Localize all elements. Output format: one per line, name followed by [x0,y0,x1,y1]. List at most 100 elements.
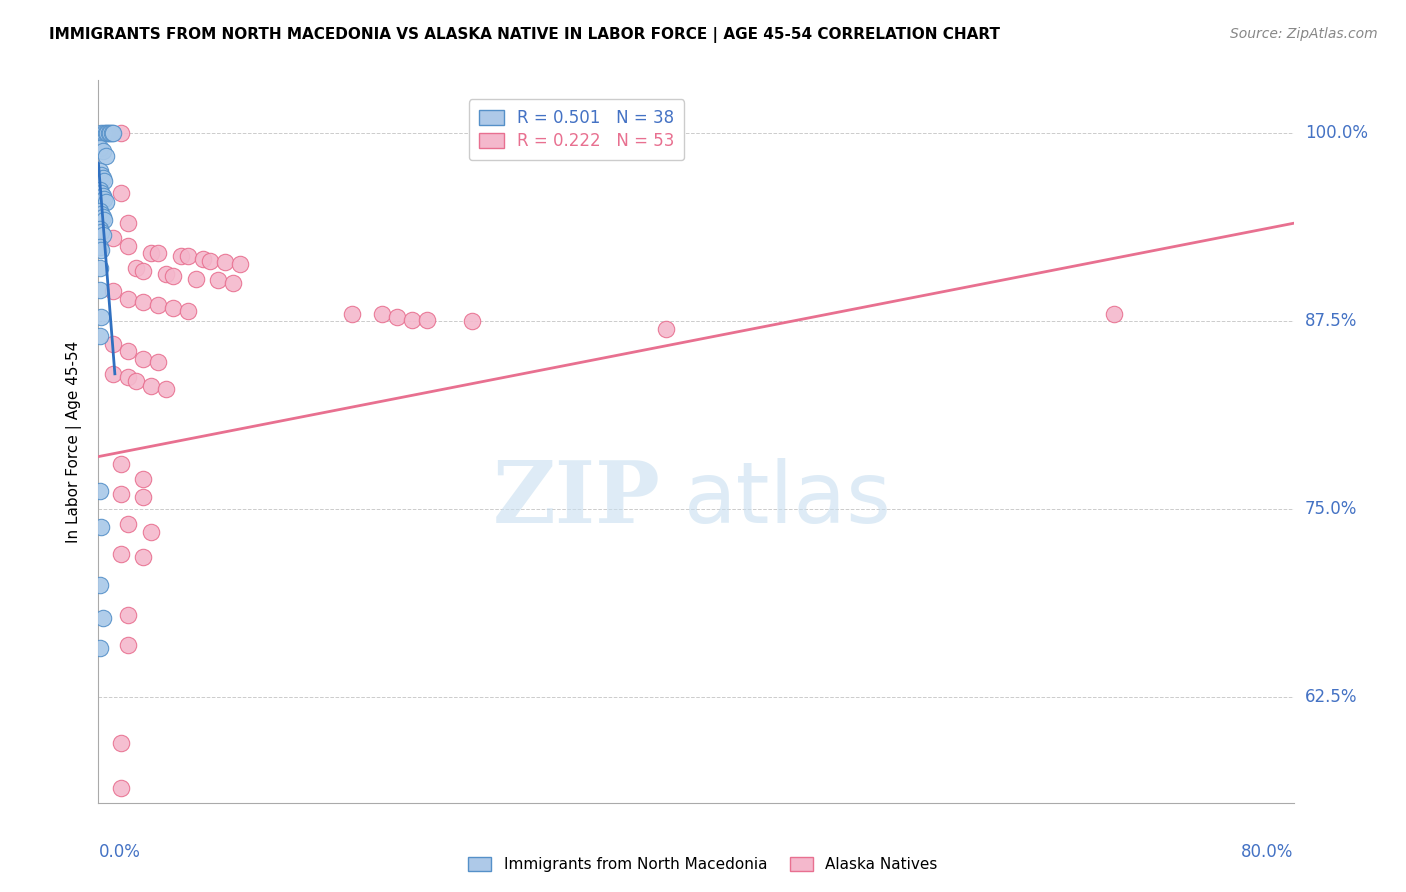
Point [191,252,214,267]
Text: atlas: atlas [685,458,891,541]
Point [655,321,678,335]
Text: 75.0%: 75.0% [1305,500,1357,518]
Point [103,367,125,381]
Point [117,638,139,652]
Point [89,183,111,197]
Point [110,780,132,795]
Point [371,307,394,321]
Point [132,264,155,278]
Point [90,186,112,201]
Point [200,253,222,268]
Point [132,472,155,486]
Point [89,163,111,178]
Point [110,736,132,750]
Point [89,577,111,591]
Point [132,294,155,309]
Point [91,610,114,624]
Point [91,228,114,243]
Text: 80.0%: 80.0% [1241,843,1294,861]
Legend: Immigrants from North Macedonia, Alaska Natives: Immigrants from North Macedonia, Alaska … [461,849,945,880]
Point [117,369,139,384]
Point [91,171,114,186]
Point [103,284,125,298]
Point [117,216,139,230]
Legend: R = 0.501   N = 38, R = 0.222   N = 53: R = 0.501 N = 38, R = 0.222 N = 53 [468,99,685,161]
Point [117,292,139,306]
Point [90,225,112,239]
Point [94,148,117,162]
Point [90,310,112,324]
Point [103,126,125,140]
Point [117,517,139,532]
Point [110,487,132,501]
Point [139,246,162,260]
Point [94,126,117,140]
Point [148,246,170,260]
Point [117,239,139,253]
Point [89,240,111,254]
Point [93,126,115,140]
Point [89,283,111,297]
Point [155,382,177,396]
Point [91,144,114,158]
Point [91,211,114,225]
Point [93,192,115,206]
Point [90,244,112,258]
Point [132,490,155,504]
Point [103,336,125,351]
Point [177,249,200,263]
Point [89,141,111,155]
Point [89,261,111,276]
Point [416,312,439,326]
Point [98,126,122,140]
Point [90,126,112,140]
Text: IMMIGRANTS FROM NORTH MACEDONIA VS ALASKA NATIVE IN LABOR FORCE | AGE 45-54 CORR: IMMIGRANTS FROM NORTH MACEDONIA VS ALASK… [49,27,1000,43]
Point [103,231,125,245]
Point [125,375,148,389]
Point [93,213,115,227]
Point [90,207,112,221]
Point [125,261,148,276]
Point [110,186,132,201]
Point [461,314,484,328]
Point [90,168,112,182]
Point [148,355,170,369]
Point [110,548,132,562]
Point [155,268,177,282]
Text: 0.0%: 0.0% [98,843,141,861]
Point [117,607,139,622]
Point [110,126,132,140]
Point [89,484,111,499]
Point [184,272,207,286]
Point [96,126,118,140]
Point [89,329,111,343]
Point [101,126,124,140]
Point [139,379,162,393]
Point [148,297,170,311]
Point [214,255,236,269]
Point [89,222,111,236]
Point [385,310,409,324]
Point [89,640,111,655]
Text: 62.5%: 62.5% [1305,689,1357,706]
Text: ZIP: ZIP [492,458,661,541]
Point [117,344,139,359]
Text: 87.5%: 87.5% [1305,312,1357,330]
Point [229,257,252,271]
Point [342,307,364,321]
Y-axis label: In Labor Force | Age 45-54: In Labor Force | Age 45-54 [66,341,83,542]
Point [1104,307,1126,321]
Point [222,277,245,291]
Point [132,550,155,565]
Point [401,312,423,326]
Point [97,126,120,140]
Point [207,273,229,287]
Point [139,524,162,539]
Point [89,204,111,219]
Point [91,189,114,203]
Point [177,303,200,318]
Point [162,301,184,315]
Point [90,520,112,534]
Text: Source: ZipAtlas.com: Source: ZipAtlas.com [1230,27,1378,41]
Point [110,457,132,471]
